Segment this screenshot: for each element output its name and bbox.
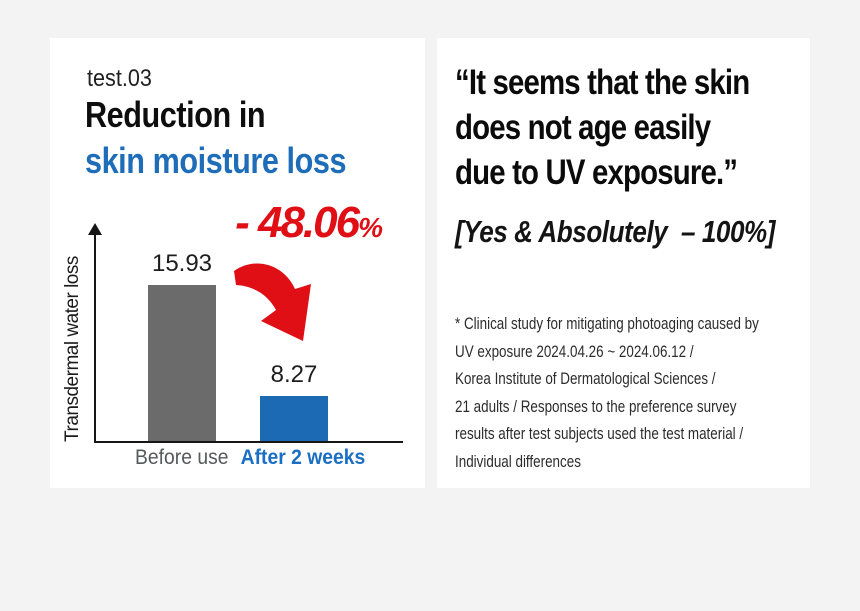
footnote-line: results after test subjects used the tes… — [455, 424, 744, 443]
quote-line: does not age easily — [455, 108, 711, 147]
footnote-line: UV exposure 2024.04.26 ~ 2024.06.12 / — [455, 341, 694, 361]
y-axis-arrow-icon — [88, 223, 102, 235]
test-number-label: test.03 — [87, 65, 152, 92]
footnote-line: Korea Institute of Dermatological Scienc… — [455, 369, 716, 388]
quote-line: “It seems that the skin — [455, 63, 750, 102]
bar-value-before-use: 15.93 — [151, 250, 213, 277]
quote-line: due to UV exposure.” — [455, 153, 738, 192]
survey-quote-card: “It seems that the skin does not age eas… — [437, 38, 810, 488]
reduction-unit: % — [358, 212, 383, 243]
bar-value-after-2-weeks: 8.27 — [270, 361, 318, 388]
bar-chart: Transdermal water loss 15.93 8.27 Before… — [50, 38, 425, 488]
bar-before-use — [148, 285, 216, 441]
reduction-value: - 48.06 — [235, 198, 360, 247]
survey-quote: “It seems that the skin does not age eas… — [455, 60, 750, 195]
card-title-line1: Reduction in — [85, 94, 266, 135]
footnote-line: 21 adults / Responses to the preference … — [455, 396, 737, 416]
footnote-line: Individual differences — [455, 451, 581, 471]
decrease-arrow-icon — [234, 263, 311, 341]
study-footnote: * Clinical study for mitigating photoagi… — [455, 310, 759, 475]
card-title-line2: skin moisture loss — [85, 140, 347, 181]
survey-result-label: [Yes & Absolutely – 100%] — [455, 214, 776, 249]
footnote-line: * Clinical study for mitigating photoagi… — [455, 314, 759, 333]
category-label-before-use: Before use — [135, 446, 229, 469]
test-result-card: test.03 Reduction in skin moisture loss … — [50, 38, 425, 488]
y-axis-label: Transdermal water loss — [62, 256, 83, 442]
reduction-percentage: - 48.06% — [235, 198, 383, 248]
bar-after-2-weeks — [260, 396, 328, 441]
category-label-after-2-weeks: After 2 weeks — [240, 446, 366, 469]
y-axis-line — [94, 234, 96, 442]
x-axis-line — [94, 441, 403, 443]
